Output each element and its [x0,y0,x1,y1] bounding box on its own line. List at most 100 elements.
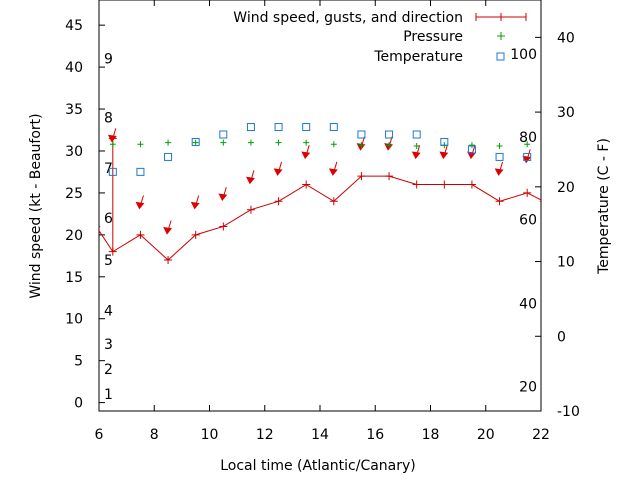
wind-direction-arrow [411,151,421,160]
wind-speed-point [191,230,200,239]
fahrenheit-label: 40 [519,296,537,312]
wind-direction-arrow [218,193,228,202]
pressure-point [524,141,531,148]
y-left-tick-label: 40 [65,60,83,76]
wind-speed-line [99,175,541,261]
y-left-tick-label: 0 [74,396,83,412]
wind-direction-arrow [273,168,283,176]
legend-label-pressure: Pressure [403,29,463,45]
pressure-point [413,142,420,149]
temperature-point [329,123,338,132]
legend: Wind speed, gusts, and direction Pressur… [233,10,527,65]
pressure-point [247,139,254,146]
y-right-tick-label: -10 [557,404,580,420]
pressure-point [109,141,116,148]
wind-direction-arrow [439,151,449,160]
pressure-point [303,139,310,146]
legend-label-wind: Wind speed, gusts, and direction [233,10,463,26]
legend-swatch-wind-marker [497,13,505,21]
temperature-point [467,145,476,154]
pressure-point [137,141,144,148]
temperature-point [302,123,311,132]
y-right-tick-label: 30 [557,105,575,121]
wind-direction-arrow [135,201,145,210]
wind-speed-point [495,197,504,206]
pressure-point [330,141,337,148]
y-left-axis-label: Wind speed (kt - Beaufort) [28,113,44,298]
temperature-point [246,123,255,132]
beaufort-scale-labels: 1 2 3 4 5 6 7 8 9 [104,52,113,404]
y-left-tick-label: 15 [65,270,83,286]
wind-direction-arrow [328,168,338,176]
wind-direction-arrow [494,168,504,176]
wind-speed-point [302,180,311,189]
wind-direction-arrow [190,201,200,210]
x-tick-label: 14 [311,427,329,443]
x-tick-label: 20 [477,427,495,443]
temperature-point [385,130,394,139]
temperature-point [191,137,200,146]
x-tick-label: 12 [256,427,274,443]
y-left-tick-label: 30 [65,144,83,160]
legend-swatch-temperature [496,52,505,61]
x-tick-label: 8 [150,427,159,443]
wind-speed-point [246,205,255,214]
wind-direction-arrow [522,155,532,164]
plot-frame [98,0,542,412]
y-right-tick-label: 0 [557,329,566,345]
beaufort-label: 3 [104,337,113,353]
fahrenheit-label: 80 [519,130,537,146]
temperature-point [164,152,173,161]
temperature-point [108,167,117,176]
x-axis-label: Local time (Atlantic/Canary) [220,458,416,474]
y-left-tick-label: 45 [65,18,83,34]
wind-direction-arrow [246,176,255,185]
wind-speed-point [412,180,421,189]
y-left-tick-label: 10 [65,312,83,328]
y-right-tick-label: 40 [557,30,575,46]
wind-direction-series [107,128,532,235]
beaufort-label: 1 [104,387,113,403]
temperature-point [440,137,449,146]
wind-speed-point [219,222,228,231]
y-right-tick-label: 20 [557,180,575,196]
pressure-series [109,139,531,149]
wind-speed-point [440,180,449,189]
y-left-tick-label: 20 [65,228,83,244]
wind-speed-series [99,137,541,265]
beaufort-label: 7 [104,161,113,177]
y-right-axis-ticks: -10 0 10 20 30 40 [535,30,580,420]
fahrenheit-label: 60 [519,213,537,229]
wind-direction-arrow [301,151,311,160]
pressure-point [386,142,393,149]
pressure-point [468,142,475,149]
temperature-point [274,123,283,132]
pressure-point [358,142,365,149]
wind-speed-point [523,188,532,197]
y-left-tick-label: 35 [65,102,83,118]
x-tick-label: 16 [366,427,384,443]
y-left-tick-label: 5 [74,354,83,370]
legend-swatch-pressure [497,32,505,40]
beaufort-label: 2 [104,362,113,378]
wind-speed-point [164,256,173,265]
wind-speed-point [385,172,394,181]
pressure-point [165,139,172,146]
x-tick-label: 6 [95,427,104,443]
temperature-point [357,130,366,139]
beaufort-label: 6 [104,211,113,227]
pressure-point [220,139,227,146]
temperature-point [219,130,228,139]
beaufort-label: 8 [104,110,113,126]
fahrenheit-label: 20 [519,379,537,395]
temperature-point [523,152,532,161]
beaufort-label: 4 [104,303,113,319]
wind-speed-point [274,197,283,206]
x-tick-label: 18 [422,427,440,443]
pressure-point [496,142,503,149]
y-left-axis-ticks: 0 5 10 15 20 25 30 35 40 45 [65,18,105,412]
wind-speed-point [357,172,366,181]
x-tick-label: 22 [532,427,550,443]
temperature-series [108,123,532,176]
